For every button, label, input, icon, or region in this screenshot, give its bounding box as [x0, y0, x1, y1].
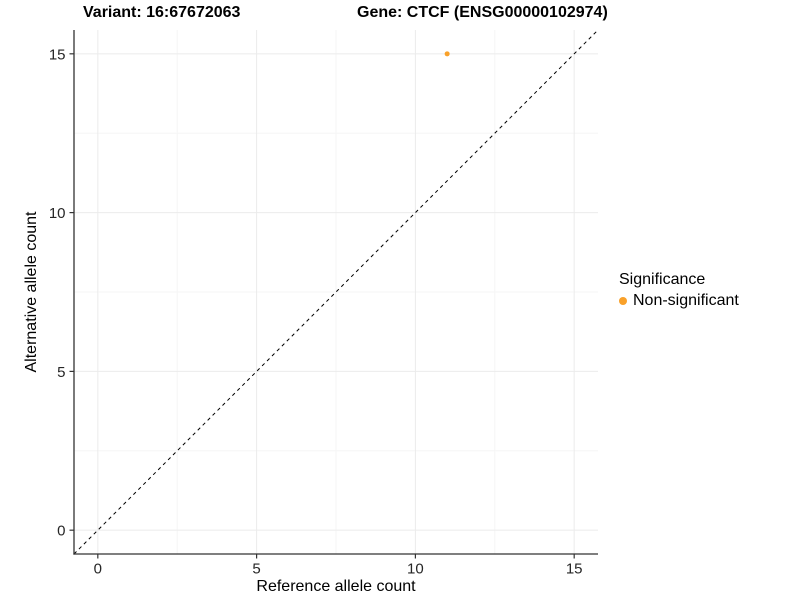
- y-tick-label: 0: [57, 523, 65, 540]
- y-axis-title: Alternative allele count: [23, 211, 40, 373]
- identity-line: [73, 29, 599, 555]
- legend-point-icon: [619, 297, 627, 305]
- y-tick-label: 5: [57, 364, 65, 381]
- x-tick-label: 0: [94, 561, 102, 578]
- chart-title-gene: Gene: CTCF (ENSG00000102974): [357, 4, 608, 21]
- y-tick-label: 10: [49, 205, 66, 222]
- data-point: [444, 51, 450, 57]
- x-tick-label: 10: [407, 561, 424, 578]
- legend: Significance Non-significant: [619, 270, 739, 310]
- x-tick-label: 15: [566, 561, 583, 578]
- legend-entry: Non-significant: [619, 292, 739, 310]
- x-axis-title: Reference allele count: [256, 578, 416, 595]
- chart-title-variant: Variant: 16:67672063: [83, 4, 241, 21]
- x-tick-label: 5: [252, 561, 260, 578]
- legend-title: Significance: [619, 271, 706, 288]
- y-tick-label: 15: [49, 46, 66, 63]
- legend-entry-label: Non-significant: [633, 292, 739, 309]
